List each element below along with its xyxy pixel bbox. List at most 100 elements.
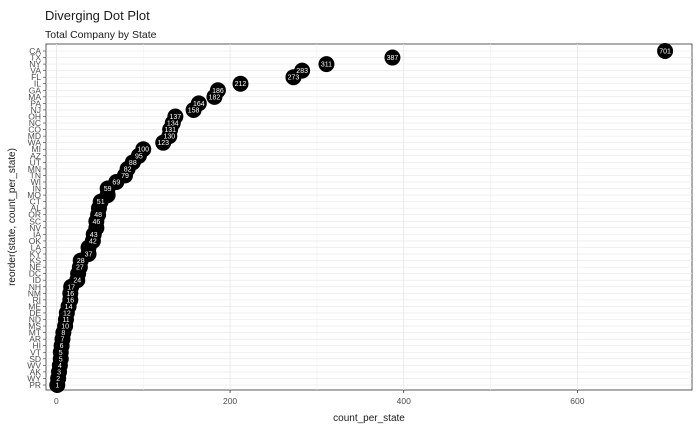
y-tick-label: AZ bbox=[30, 151, 41, 161]
data-label: 2 bbox=[56, 376, 60, 383]
y-tick-label: DC bbox=[29, 269, 41, 279]
data-label: 7 bbox=[61, 337, 65, 344]
y-tick-label: KY bbox=[30, 249, 42, 259]
data-points: 1234556781011121416161724272837424346485… bbox=[49, 43, 674, 393]
y-tick-label: IN bbox=[33, 184, 42, 194]
data-point bbox=[318, 56, 335, 73]
data-label: 1 bbox=[55, 383, 59, 390]
y-tick-label: ME bbox=[28, 301, 41, 311]
y-tick-label: IL bbox=[34, 79, 41, 89]
y-tick-label: AK bbox=[30, 367, 42, 377]
y-tick-label: NV bbox=[29, 223, 41, 233]
y-tick-label: OH bbox=[28, 111, 41, 121]
data-point bbox=[294, 62, 311, 79]
y-tick-label: ND bbox=[29, 315, 41, 325]
x-tick-label: 0 bbox=[54, 396, 59, 406]
data-label: 42 bbox=[89, 238, 97, 245]
data-label: 100 bbox=[137, 147, 149, 154]
data-point bbox=[167, 108, 184, 125]
data-label: 134 bbox=[167, 121, 179, 128]
y-tick-label: WV bbox=[27, 360, 41, 370]
y-tick-label: MT bbox=[29, 328, 41, 338]
data-label: 17 bbox=[67, 284, 75, 291]
y-tick-label: CT bbox=[30, 197, 41, 207]
y-tick-label: PA bbox=[30, 98, 41, 108]
y-tick-label: MA bbox=[28, 92, 41, 102]
y-tick-label: TX bbox=[30, 53, 41, 63]
y-tick-label: NH bbox=[29, 282, 41, 292]
data-label: 24 bbox=[73, 278, 81, 285]
data-label: 14 bbox=[65, 304, 73, 311]
data-label: 16 bbox=[66, 297, 74, 304]
y-tick-label: HI bbox=[33, 341, 42, 351]
data-label: 12 bbox=[63, 310, 71, 317]
data-label: 95 bbox=[135, 153, 143, 160]
data-label: 5 bbox=[59, 356, 63, 363]
y-tick-label: DE bbox=[29, 308, 41, 318]
data-label: 8 bbox=[61, 330, 65, 337]
data-label: 43 bbox=[90, 232, 98, 239]
data-label: 5 bbox=[59, 350, 63, 357]
y-tick-label: RI bbox=[33, 295, 42, 305]
chart-subtitle: Total Company by State bbox=[45, 29, 157, 41]
grid-lines bbox=[46, 44, 692, 390]
y-tick-label: MS bbox=[28, 321, 41, 331]
y-tick-label: MD bbox=[28, 131, 41, 141]
data-label: 158 bbox=[188, 107, 200, 114]
data-label: 137 bbox=[170, 114, 182, 121]
data-label: 387 bbox=[387, 55, 399, 62]
y-tick-label: MO bbox=[27, 190, 41, 200]
y-tick-label: NC bbox=[29, 118, 41, 128]
x-tick-label: 600 bbox=[570, 396, 584, 406]
data-label: 16 bbox=[66, 291, 74, 298]
data-label: 59 bbox=[104, 186, 112, 193]
y-tick-label: NM bbox=[28, 288, 41, 298]
y-tick-label: AL bbox=[31, 203, 42, 213]
data-label: 701 bbox=[659, 49, 671, 56]
data-point bbox=[209, 82, 226, 99]
y-tick-label: GA bbox=[29, 85, 42, 95]
data-point bbox=[232, 75, 249, 92]
y-tick-label: FL bbox=[31, 72, 41, 82]
data-point bbox=[190, 95, 207, 112]
y-tick-label: OK bbox=[29, 236, 42, 246]
data-label: 27 bbox=[76, 265, 84, 272]
data-label: 130 bbox=[163, 134, 175, 141]
data-label: 164 bbox=[193, 101, 205, 108]
data-label: 3 bbox=[57, 369, 61, 376]
data-label: 51 bbox=[97, 199, 105, 206]
data-label: 311 bbox=[321, 62, 332, 69]
data-label: 88 bbox=[129, 160, 137, 167]
y-tick-label: OR bbox=[28, 210, 41, 220]
data-point bbox=[135, 141, 152, 158]
data-label: 273 bbox=[288, 75, 300, 82]
y-tick-label: LA bbox=[31, 242, 42, 252]
y-tick-label: PR bbox=[29, 380, 41, 390]
data-label: 11 bbox=[62, 317, 69, 324]
y-tick-label: CA bbox=[29, 46, 41, 56]
data-label: 123 bbox=[157, 140, 169, 147]
data-label: 283 bbox=[296, 68, 308, 75]
data-label: 212 bbox=[235, 81, 247, 88]
data-label: 131 bbox=[164, 127, 176, 134]
data-point bbox=[384, 49, 401, 66]
y-tick-label: ID bbox=[33, 275, 42, 285]
y-tick-labels: CATXNYVAFLILGAMAPANJOHNCCOMDWAMIAZUTMNTN… bbox=[27, 46, 46, 390]
y-tick-label: AR bbox=[29, 334, 41, 344]
y-tick-label: SD bbox=[29, 354, 41, 364]
x-tick-labels: 0 200 400 600 bbox=[54, 390, 585, 406]
y-tick-label: WI bbox=[31, 177, 41, 187]
data-label: 6 bbox=[60, 343, 64, 350]
y-tick-label: NJ bbox=[31, 105, 41, 115]
data-label: 46 bbox=[92, 219, 100, 226]
y-tick-label: CO bbox=[28, 125, 41, 135]
data-label: 186 bbox=[212, 88, 224, 95]
data-label: 48 bbox=[94, 212, 102, 219]
y-tick-label: VA bbox=[30, 66, 41, 76]
y-tick-label: MN bbox=[28, 164, 41, 174]
data-label: 37 bbox=[85, 252, 93, 259]
data-label: 69 bbox=[112, 179, 120, 186]
y-tick-label: TN bbox=[30, 170, 41, 180]
data-point bbox=[657, 43, 674, 59]
